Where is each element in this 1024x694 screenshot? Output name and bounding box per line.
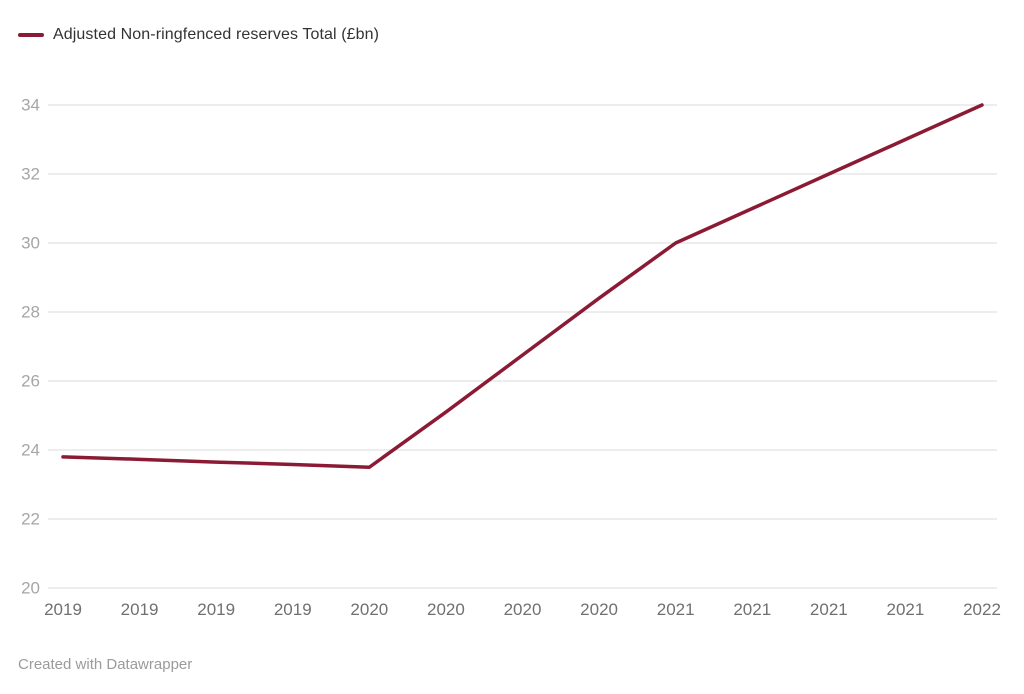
y-axis-tick-label: 34 (21, 96, 40, 115)
legend-series-label: Adjusted Non-ringfenced reserves Total (… (53, 26, 380, 43)
x-axis-tick-label: 2020 (504, 600, 542, 619)
datawrapper-attribution-link[interactable]: Created with Datawrapper (18, 656, 193, 673)
y-axis-tick-label: 22 (21, 510, 40, 529)
y-axis-tick-label: 20 (21, 579, 40, 598)
x-axis-tick-label: 2019 (44, 600, 82, 619)
x-axis-tick-label: 2021 (887, 600, 925, 619)
data-line-series (61, 103, 984, 469)
x-axis-tick-label: 2021 (810, 600, 848, 619)
y-axis-tick-label: 26 (21, 372, 40, 391)
x-axis-tick-label: 2019 (121, 600, 159, 619)
x-axis-tick-label: 2020 (427, 600, 465, 619)
x-axis-tick-label: 2020 (580, 600, 618, 619)
legend-line-swatch (18, 33, 44, 37)
x-axis-tick-label: 2019 (197, 600, 235, 619)
x-axis-tick-label: 2021 (733, 600, 771, 619)
y-axis-tick-label: 32 (21, 165, 40, 184)
y-axis-tick-label: 24 (21, 441, 40, 460)
x-axis-tick-label: 2021 (657, 600, 695, 619)
chart-legend: Adjusted Non-ringfenced reserves Total (… (18, 26, 379, 44)
x-axis-tick-label: 2020 (350, 600, 388, 619)
y-axis-tick-label: 28 (21, 303, 40, 322)
x-axis-tick-label: 2022 (963, 600, 1001, 619)
y-axis-tick-label: 30 (21, 234, 40, 253)
x-axis-tick-label: 2019 (274, 600, 312, 619)
